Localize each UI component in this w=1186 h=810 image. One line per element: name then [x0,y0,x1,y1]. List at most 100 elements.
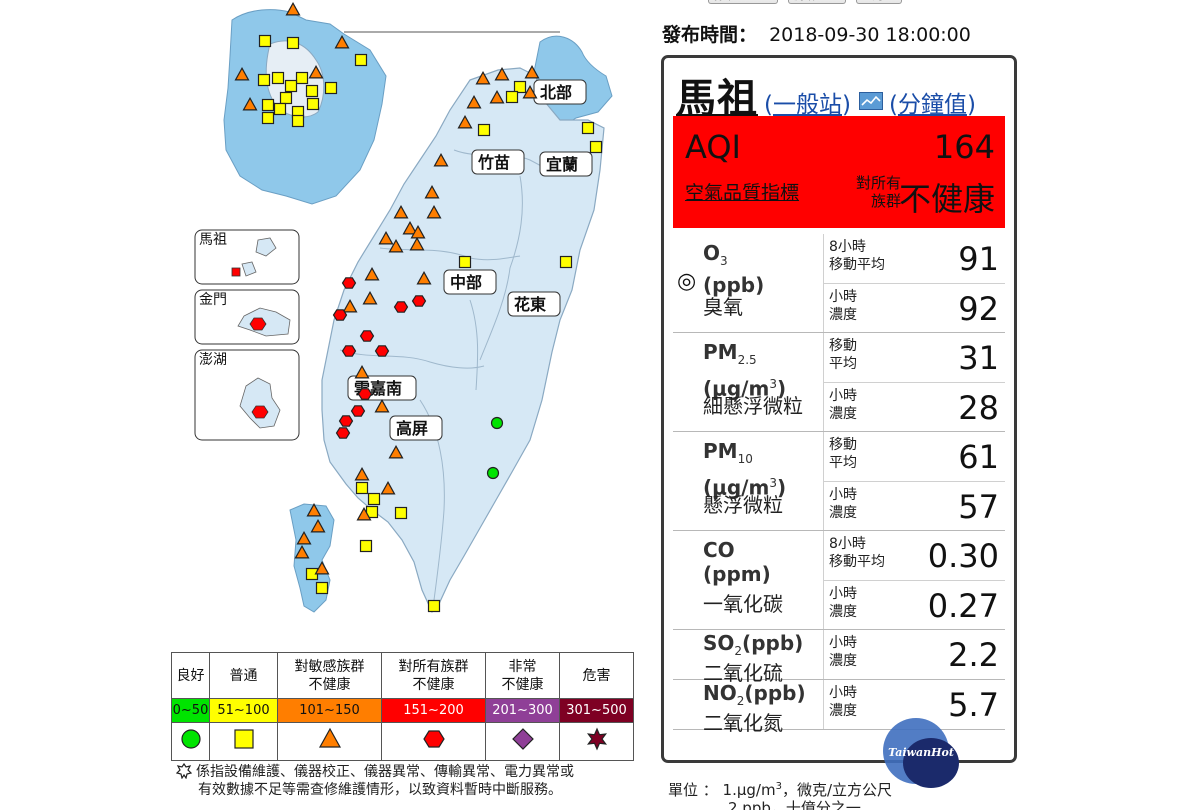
aqi-subtitle-link[interactable]: 空氣品質指標 [685,182,800,204]
station-marker-square[interactable] [273,102,287,116]
station-marker-triangle[interactable] [362,290,378,305]
station-marker-triangle[interactable] [393,204,409,219]
station-marker-square[interactable] [394,506,408,520]
station-marker-triangle[interactable] [342,298,358,313]
station-marker-square[interactable] [589,140,603,154]
county-select[interactable]: 縣市 [708,0,778,4]
station-marker-triangle[interactable] [354,466,370,481]
aqi-label: AQI [685,128,741,166]
station-marker-square[interactable] [359,539,373,553]
station-marker-triangle[interactable] [409,236,425,251]
station-marker-hexagon[interactable] [411,295,427,307]
station-marker-hexagon[interactable] [338,415,354,427]
station-marker-hexagon[interactable] [332,309,348,321]
station-marker-triangle[interactable] [433,152,449,167]
station-marker-triangle[interactable] [524,64,540,79]
station-marker-triangle[interactable] [402,220,418,235]
station-marker-triangle[interactable] [296,530,312,545]
station-marker-square[interactable] [513,80,527,94]
station-marker-triangle[interactable] [388,238,404,253]
legend-category: 危害 [559,652,634,699]
station-marker-square[interactable] [257,73,271,87]
station-marker-hexagon[interactable] [335,427,351,439]
station-marker-square[interactable] [286,36,300,50]
legend-category: 良好 [171,652,210,699]
station-marker-square[interactable] [271,71,285,85]
legend-symbol [277,722,382,761]
inset-penghu[interactable]: 澎湖 [194,349,300,441]
station-marker-triangle[interactable] [242,96,258,111]
station-marker-circle[interactable] [490,416,504,430]
station-marker-triangle[interactable] [285,1,301,16]
station-marker-triangle[interactable] [306,502,322,517]
station-marker-hexagon[interactable] [357,388,373,400]
station-marker-square[interactable] [261,111,275,125]
station-marker-triangle[interactable] [424,184,440,199]
station-marker-triangle[interactable] [426,204,442,219]
station-marker-square[interactable] [324,81,338,95]
pollutant-label: NO2(ppb) 二氧化氮 [673,680,823,735]
station-marker-square[interactable] [306,97,320,111]
pollutant-row-label: 小時 濃度 [829,487,857,521]
legend-category: 對敏感族群 不健康 [277,652,382,699]
station-marker-hexagon[interactable] [374,345,390,357]
station-marker-square[interactable] [505,90,519,104]
station-marker-square[interactable] [284,79,298,93]
station-marker-triangle[interactable] [314,560,330,575]
station-marker-hexagon[interactable] [341,345,357,357]
station-marker-square[interactable] [367,492,381,506]
minute-value-link[interactable]: 分鐘值 [897,92,967,118]
station-marker-triangle[interactable] [234,66,250,81]
station-marker-square[interactable] [477,123,491,137]
station-marker-triangle[interactable] [380,480,396,495]
station-marker-square[interactable] [355,481,369,495]
station-marker-square[interactable] [559,255,573,269]
station-marker-triangle[interactable] [522,84,538,99]
station-select[interactable]: 測站 [788,0,846,4]
pollutant-name: NO2(ppb) [703,680,806,708]
station-marker-square[interactable] [291,114,305,128]
chart-icon[interactable] [858,92,883,110]
station-marker-triangle[interactable] [388,444,404,459]
station-marker-triangle[interactable] [354,364,370,379]
station-marker-triangle[interactable] [364,266,380,281]
pollutant-row: 小時 濃度 57 [823,481,1005,530]
aqi-note-line2: 族群 [870,192,901,210]
station-marker-circle[interactable] [486,466,500,480]
station-marker-square[interactable] [427,599,441,613]
station-marker-square[interactable] [354,53,368,67]
station-marker-triangle[interactable] [457,114,473,129]
station-marker-triangle[interactable] [334,34,350,49]
station-marker-triangle[interactable] [294,544,310,559]
station-marker-hexagon[interactable] [350,405,366,417]
station-marker-square[interactable] [458,255,472,269]
station-marker-square[interactable] [279,91,293,105]
station-marker-square[interactable] [261,98,275,112]
station-marker-hexagon[interactable] [359,330,375,342]
inset-matsu[interactable]: 馬祖 [194,229,300,285]
unit-note-line1: 單位 ： 1.μg/m3，微克/立方公尺 [668,778,892,799]
watermark-text: TaiwanHot [888,746,954,759]
station-marker-triangle[interactable] [378,230,394,245]
station-marker-square[interactable] [315,581,329,595]
station-marker-triangle[interactable] [308,64,324,79]
query-button[interactable]: 查詢 [856,0,902,4]
station-marker-triangle[interactable] [310,518,326,533]
station-name[interactable]: 馬祖 [676,76,758,122]
station-marker-hexagon[interactable] [393,301,409,313]
station-marker-square[interactable] [305,84,319,98]
station-marker-square[interactable] [581,121,595,135]
station-type-link[interactable]: 一般站 [772,92,842,118]
station-marker-triangle[interactable] [489,89,505,104]
station-marker-triangle[interactable] [374,398,390,413]
inset-kinmen[interactable]: 金門 [194,289,300,345]
station-marker-triangle[interactable] [356,506,372,521]
station-marker-triangle[interactable] [410,224,426,239]
station-marker-square[interactable] [258,34,272,48]
station-marker-triangle[interactable] [466,94,482,109]
station-marker-hexagon[interactable] [341,277,357,289]
station-marker-triangle[interactable] [416,270,432,285]
station-marker-triangle[interactable] [475,70,491,85]
station-marker-triangle[interactable] [494,66,510,81]
station-marker-square[interactable] [295,71,309,85]
